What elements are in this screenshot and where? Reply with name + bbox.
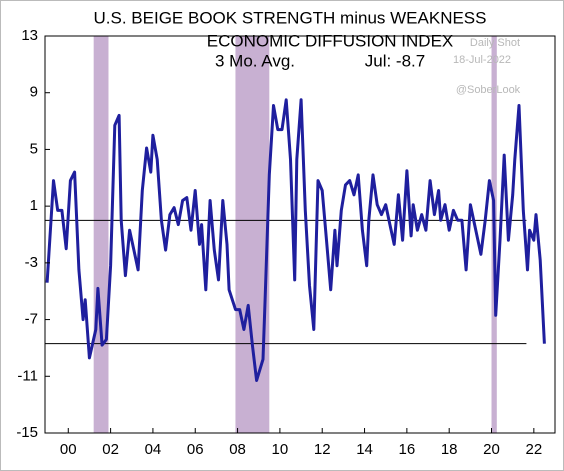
recession-shade	[235, 36, 270, 433]
x-tick-label: 20	[483, 441, 500, 458]
recession-shade	[93, 36, 109, 433]
y-tick-label: -11	[17, 367, 38, 384]
x-tick-label: 02	[102, 441, 119, 458]
chart-subtitle: ECONOMIC DIFFUSION INDEX	[207, 31, 454, 50]
y-tick-label: 13	[21, 27, 38, 44]
plot-border	[44, 35, 556, 434]
y-tick-label: -15	[16, 424, 38, 441]
x-tick-label: 18	[441, 441, 458, 458]
chart-title: U.S. BEIGE BOOK STRENGTH minus WEAKNESS	[94, 8, 487, 27]
watermark: Daily Shot	[470, 37, 520, 49]
y-tick-label: 9	[30, 84, 38, 101]
x-tick-label: 12	[314, 441, 331, 458]
x-tick-label: 00	[60, 441, 77, 458]
watermark: @SoberLook	[456, 84, 521, 96]
x-tick-label: 16	[399, 441, 416, 458]
x-tick-label: 08	[229, 441, 246, 458]
plot-area	[45, 36, 546, 433]
x-tick-label: 14	[356, 441, 373, 458]
x-tick-label: 04	[145, 441, 162, 458]
y-tick-label: -7	[25, 311, 38, 328]
x-tick-label: 10	[272, 441, 289, 458]
y-tick-label: 5	[30, 140, 38, 157]
data-line	[45, 98, 546, 382]
annotation: Jul: -8.7	[365, 51, 425, 70]
x-tick-label: 06	[187, 441, 204, 458]
y-tick-label: 1	[30, 197, 38, 214]
y-tick-label: -3	[25, 254, 38, 271]
x-tick-label: 22	[525, 441, 542, 458]
annotation: 3 Mo. Avg.	[215, 51, 295, 70]
watermark: 18-Jul-2022	[453, 54, 511, 66]
